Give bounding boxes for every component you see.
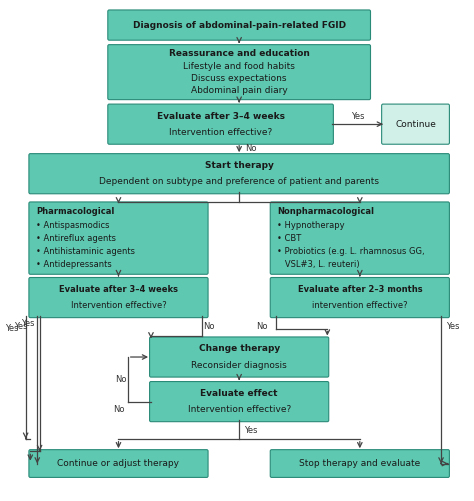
Text: Yes: Yes	[5, 324, 18, 333]
FancyBboxPatch shape	[29, 278, 208, 318]
FancyBboxPatch shape	[150, 337, 329, 377]
Text: Pharmacological: Pharmacological	[36, 207, 114, 216]
FancyBboxPatch shape	[150, 382, 329, 422]
Text: Diagnosis of abdominal-pain-related FGID: Diagnosis of abdominal-pain-related FGID	[133, 21, 346, 30]
Text: Yes: Yes	[14, 322, 28, 331]
Text: Abdominal pain diary: Abdominal pain diary	[191, 86, 288, 95]
FancyBboxPatch shape	[108, 45, 371, 100]
FancyBboxPatch shape	[108, 104, 333, 144]
Text: VSL#3, L. reuteri): VSL#3, L. reuteri)	[277, 260, 360, 269]
FancyBboxPatch shape	[382, 104, 449, 144]
Text: Continue: Continue	[395, 120, 436, 129]
FancyBboxPatch shape	[29, 202, 208, 274]
Text: Evaluate effect: Evaluate effect	[201, 389, 278, 398]
Text: Intervention effective?: Intervention effective?	[188, 405, 291, 414]
Text: Start therapy: Start therapy	[205, 161, 273, 170]
Text: No: No	[203, 322, 215, 331]
Text: Yes: Yes	[351, 112, 364, 121]
Text: Yes: Yes	[21, 319, 35, 328]
Text: • Antispasmodics: • Antispasmodics	[36, 220, 109, 229]
Text: No: No	[256, 322, 268, 331]
FancyBboxPatch shape	[108, 10, 371, 40]
Text: Evaluate after 3–4 weeks: Evaluate after 3–4 weeks	[156, 112, 284, 121]
FancyBboxPatch shape	[29, 450, 208, 477]
Text: • Hypnotherapy: • Hypnotherapy	[277, 220, 345, 229]
Text: Reassurance and education: Reassurance and education	[169, 50, 310, 59]
Text: • Antireflux agents: • Antireflux agents	[36, 233, 116, 242]
Text: Change therapy: Change therapy	[199, 345, 280, 353]
Text: No: No	[245, 144, 256, 153]
Text: Nonpharmacological: Nonpharmacological	[277, 207, 374, 216]
Text: No: No	[115, 375, 127, 384]
Text: Stop therapy and evaluate: Stop therapy and evaluate	[299, 459, 420, 468]
Text: Intervention effective?: Intervention effective?	[71, 301, 166, 310]
Text: • Probiotics (e.g. L. rhamnosus GG,: • Probiotics (e.g. L. rhamnosus GG,	[277, 246, 425, 256]
FancyBboxPatch shape	[270, 278, 449, 318]
Text: Dependent on subtype and preference of patient and parents: Dependent on subtype and preference of p…	[99, 177, 379, 186]
Text: Continue or adjust therapy: Continue or adjust therapy	[57, 459, 180, 468]
FancyBboxPatch shape	[270, 202, 449, 274]
Text: Intervention effective?: Intervention effective?	[169, 128, 272, 137]
Text: • CBT: • CBT	[277, 233, 301, 242]
Text: Evaluate after 2–3 months: Evaluate after 2–3 months	[298, 285, 422, 294]
Text: Yes: Yes	[244, 425, 257, 434]
Text: Yes: Yes	[446, 322, 459, 331]
FancyBboxPatch shape	[29, 154, 449, 194]
FancyBboxPatch shape	[270, 450, 449, 477]
Text: Lifestyle and food habits: Lifestyle and food habits	[183, 62, 295, 71]
Text: • Antidepressants: • Antidepressants	[36, 260, 111, 269]
Text: intervention effective?: intervention effective?	[312, 301, 408, 310]
Text: • Antihistaminic agents: • Antihistaminic agents	[36, 246, 135, 256]
Text: Discuss expectations: Discuss expectations	[191, 74, 287, 83]
Text: No: No	[113, 404, 124, 413]
Text: Reconsider diagnosis: Reconsider diagnosis	[191, 361, 287, 370]
Text: Evaluate after 3–4 weeks: Evaluate after 3–4 weeks	[59, 285, 178, 294]
